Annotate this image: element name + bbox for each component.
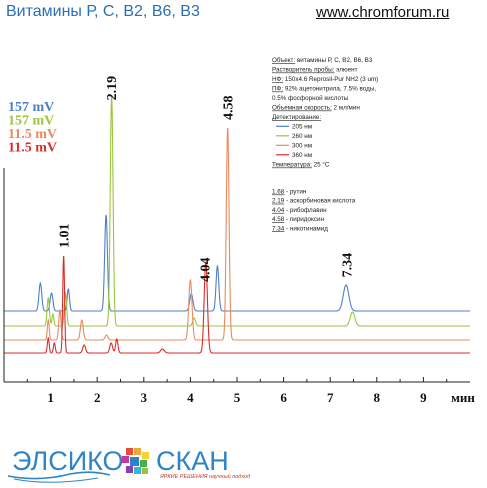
peak-label: 1.01	[58, 223, 73, 248]
legend-label: 300 нм	[292, 143, 312, 150]
x-tick-label: 4	[187, 390, 194, 405]
temperature-line: Температура: 25 °С	[272, 161, 330, 169]
x-axis-label: мин	[451, 390, 475, 405]
peak-label: 2.19	[105, 76, 120, 100]
x-tick-label: 7	[327, 390, 334, 405]
info-line: Объемная скорость: 2 мл/мин	[272, 104, 360, 112]
peak-labels: 1.01 2.19 4.04 4.58 7.34	[58, 76, 356, 282]
series-line-1	[4, 95, 470, 327]
brand-elsico: ЭЛСИКО	[12, 446, 124, 476]
info-line: Растворитель пробы: элюент	[272, 66, 358, 74]
peak-list-item: 7.34 - никотинамид	[272, 225, 328, 232]
x-tick-label: 1	[47, 390, 54, 405]
logo-swoosh-icon	[13, 477, 99, 483]
brand-slogan: ЯРКИЕ РЕШЕНИЯ научный подход	[160, 474, 251, 480]
scale-label: 157 mV	[8, 100, 54, 115]
series-line-2	[4, 127, 470, 341]
x-tick-label: 8	[374, 390, 381, 405]
x-tick-label: 5	[234, 390, 241, 405]
info-panel: Объект: витамины Р, С, В2, В6, В3 Раствор…	[272, 56, 378, 232]
logo-wave-icon	[7, 471, 111, 480]
peak-list-item: 2.19 - аскорбиновая кислота	[272, 197, 356, 205]
x-tick-label: 9	[420, 390, 427, 405]
series-line-0	[4, 214, 470, 312]
x-tick-label: 6	[280, 390, 287, 405]
company-logo	[7, 448, 149, 483]
scale-label: 11.5 mV	[8, 141, 57, 156]
info-line: Объект: витамины Р, С, В2, В6, В3	[272, 56, 373, 64]
peak-list-item: 4.58 - пиридоксин	[272, 216, 324, 223]
peak-label: 4.58	[222, 96, 237, 121]
x-tick-label: 3	[141, 390, 148, 405]
x-axis: 1 2 3 4 5 6 7 8 9 мин	[3, 168, 475, 405]
peak-label: 4.04	[198, 258, 213, 283]
site-link[interactable]: www.chromforum.ru	[316, 4, 450, 21]
scale-label: 11.5 mV	[8, 127, 57, 142]
scale-label: 157 mV	[8, 114, 54, 129]
legend-label: 205 нм	[292, 124, 312, 131]
brand-scan: СКАН	[156, 446, 229, 476]
x-tick-label: 2	[94, 390, 101, 405]
legend-label: 360 нм	[292, 152, 312, 159]
peak-list-item: 1.68 - рутин	[272, 189, 307, 196]
peak-label: 7.34	[340, 253, 355, 278]
series-layer	[4, 95, 470, 354]
legend-label: 260 нм	[292, 133, 312, 140]
chart-title: Витамины Р, С, В2, В6, В3	[6, 3, 200, 20]
info-line: Детектирование:	[272, 114, 321, 121]
peak-list-item: 4.04 - рибофлавин	[272, 206, 327, 214]
logo-cubes-icon	[122, 448, 149, 474]
info-line: 0.5% фосфорной кислоты	[272, 94, 349, 102]
info-line: НФ: 150х4.6 Reprosil-Pur NH2 (3 um)	[272, 76, 378, 83]
chromatogram-chart: 1 2 3 4 5 6 7 8 9 мин 1.01 2.19 4.04 4.58 7.34 157 mV…	[3, 56, 475, 405]
info-line: ПФ: 92% ацетонитрила, 7.5% воды,	[272, 86, 376, 93]
series-line-3	[4, 255, 470, 354]
